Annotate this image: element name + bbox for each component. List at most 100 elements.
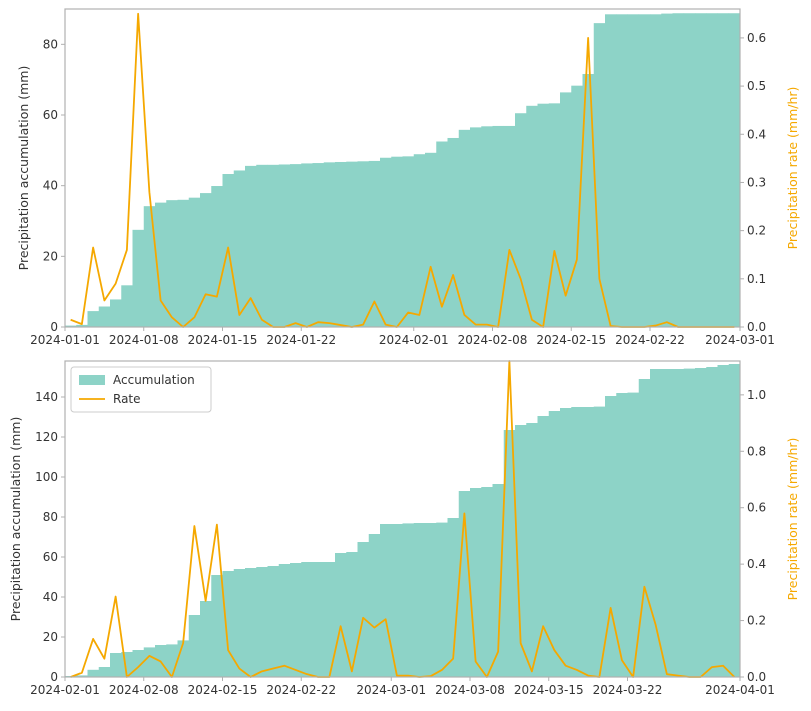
panel2-frame [64, 360, 741, 678]
panel1-accumulation-bar [537, 103, 550, 327]
panel2-accumulation-bar [245, 568, 257, 677]
panel1-y-left-tick-label: 80 [43, 37, 58, 51]
panel2-accumulation-bar [560, 408, 572, 677]
panel2-y-right-tick-label: 0.2 [747, 614, 766, 628]
panel2-x-tick-label: 2024-02-22 [266, 683, 336, 697]
panel1-accumulation-bar [503, 125, 516, 327]
panel1-x-tick-label: 2024-02-01 [379, 333, 449, 347]
panel2-accumulation-bar [402, 523, 415, 677]
panel2-accumulation-bar [638, 379, 651, 677]
panel2-accumulation-bar [143, 647, 156, 677]
panel2-accumulation-bar [515, 425, 527, 677]
panel2-y-right-tick-label: 0.8 [747, 444, 766, 458]
panel2-accumulation-bar [706, 367, 718, 677]
panel1-accumulation-bar [323, 162, 336, 327]
panel2-accumulation-bar [605, 396, 617, 677]
panel1-accumulation-bar [245, 165, 257, 327]
panel2-accumulation-bar [717, 365, 730, 677]
panel1-accumulation-bar [256, 164, 268, 327]
panel1-y-right-tick-label: 0.6 [747, 31, 766, 45]
panel2-accumulation-bar [627, 392, 640, 677]
panel1-y-right-tick-label: 0.1 [747, 272, 766, 286]
panel2-accumulation-bar [312, 562, 325, 677]
panel2-accumulation-bar [425, 523, 437, 677]
panel1-accumulation-bar [616, 14, 628, 328]
panel1-accumulation-bar [211, 186, 223, 327]
panel2-accumulation-bar [481, 487, 493, 677]
panel2-accumulation-bar [391, 524, 403, 677]
panel1-x-tick-label: 2024-01-15 [188, 333, 258, 347]
panel2-accumulation-bar [571, 407, 583, 677]
panel1-accumulation-bar [380, 157, 392, 327]
panel2-accumulation-bar [76, 675, 88, 677]
panel2-x-tick-label: 2024-02-08 [109, 683, 179, 697]
panel2-accumulation-bar [335, 553, 347, 677]
panel1-accumulation-bar [605, 14, 617, 328]
panel2-accumulation-bar [98, 667, 111, 677]
panel1-accumulation-bar [121, 285, 133, 327]
panel1-plot: 2024-01-01 2024-01-08 2024-01-15 2024-01-22… [16, 8, 800, 347]
panel1-accumulation-bar [98, 306, 111, 327]
panel1-y-right-tick-label: 0.5 [747, 79, 766, 93]
panel1-y-right-tick-label: 0.4 [747, 127, 766, 141]
panel1-accumulation-bar [233, 170, 246, 327]
panel1-y-left-tick-label: 0 [50, 320, 58, 334]
legend-accumulation-label: Accumulation [113, 373, 195, 387]
panel1-x-tick-label: 2024-01-08 [109, 333, 179, 347]
panel1-accumulation-bar [728, 13, 741, 328]
panel2-accumulation-bar [470, 488, 482, 677]
panel2-x-tick-label: 2024-03-08 [435, 683, 505, 697]
panel1-accumulation-bar [346, 161, 358, 327]
panel2-accumulation-bar [177, 640, 190, 677]
panel2-accumulation-bar [458, 491, 471, 677]
panel2-accumulation-bar [357, 542, 370, 677]
panel2-accumulation-bar [661, 369, 673, 677]
panel1-accumulation-bar [661, 13, 673, 328]
panel2-accumulation-bar [683, 368, 696, 677]
panel2-y-right-tick-label: 0.0 [747, 670, 766, 684]
panel2-x-tick-label: 2024-03-22 [593, 683, 663, 697]
panel2-y-left-tick-label: 60 [43, 550, 58, 564]
panel2-accumulation-bar [233, 569, 246, 677]
panel1-accumulation-bar [683, 13, 696, 328]
panel2-accumulation-bar [582, 407, 595, 677]
panel2-x-tick-label: 2024-03-15 [514, 683, 584, 697]
panel2-accumulation-bar [188, 615, 201, 677]
panel1-x-tick-label: 2024-01-22 [266, 333, 336, 347]
panel1-accumulation-bar [515, 113, 527, 327]
panel2-accumulation-bar [492, 484, 505, 677]
panel1-y-right-tick-label: 0.0 [747, 320, 766, 334]
panel2-accumulation-bar [200, 601, 212, 677]
panel1-x-tick-label: 2024-02-22 [615, 333, 685, 347]
panel1-accumulation-bar [413, 154, 426, 327]
legend-rate-label: Rate [113, 392, 141, 406]
panel2-y-right-tick-label: 0.6 [747, 501, 766, 515]
panel2-accumulation-bar [87, 669, 100, 677]
panel1-accumulation-bar [481, 126, 493, 327]
panel2-y-right-tick-label: 0.4 [747, 557, 766, 571]
panel1-y-left-tick-label: 40 [43, 179, 58, 193]
panel2-accumulation-bar [256, 567, 268, 677]
panel2-y-left-tick-label: 40 [43, 590, 58, 604]
panel1-accumulation-bar [650, 14, 662, 328]
panel2-accumulation-bar [110, 653, 122, 677]
panel1-accumulation-bar [548, 103, 561, 327]
panel2-accumulation-bar [301, 562, 313, 677]
panel1-accumulation-bar [65, 325, 77, 327]
panel1-accumulation-bar [672, 13, 685, 328]
panel2-accumulation-bar [290, 563, 302, 677]
panel2-accumulation-bar [413, 523, 426, 677]
panel2-accumulation-bar [526, 423, 538, 677]
panel1-accumulation-bar [200, 193, 212, 327]
panel2-y-left-tick-label: 140 [35, 390, 58, 404]
panel2-accumulation-bar [166, 644, 178, 677]
panel1-accumulation-bar [155, 202, 167, 327]
panel2-accumulation-bar [672, 369, 685, 677]
panel1-accumulation-bar [312, 163, 325, 327]
panel1-accumulation-bar [582, 74, 595, 327]
panel1-x-tick-label: 2024-02-08 [458, 333, 528, 347]
panel1-accumulation-bar [143, 206, 156, 327]
panel1-accumulation-bar [368, 160, 381, 327]
panel2-y-left-tick-label: 20 [43, 630, 58, 644]
panel2-x-tick-label: 2024-02-15 [188, 683, 258, 697]
